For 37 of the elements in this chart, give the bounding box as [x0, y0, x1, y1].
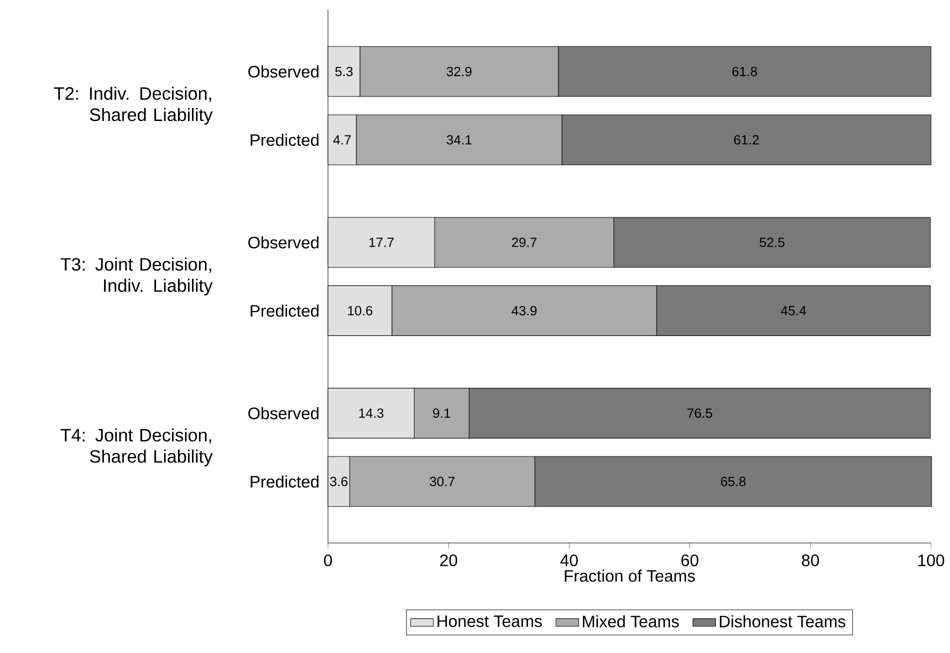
text: T3: Joint Decision, Indiv. Liability [60, 258, 213, 296]
data-label: 61.2 [734, 135, 759, 145]
legend-label: Mixed Teams [582, 615, 679, 628]
y-tick-label: Predicted [250, 475, 318, 488]
text: T2: Indiv. Decision, Shared Liability [54, 86, 213, 125]
data-label: 14.3 [359, 408, 384, 418]
data-label: 32.9 [446, 66, 472, 76]
y-tick-label: Predicted [250, 134, 318, 146]
data-label: 30.7 [430, 476, 455, 486]
data-label: 4.7 [333, 135, 351, 144]
data-label: 5.3 [335, 66, 353, 76]
legend-label: Honest Teams [438, 616, 542, 628]
y-tick-label: Observed [248, 407, 318, 420]
data-label: 45.4 [780, 306, 806, 316]
data-label: 9.1 [433, 408, 450, 418]
x-tick-label: 80 [802, 554, 819, 566]
x-tick-label: 40 [560, 554, 578, 566]
data-label: 17.7 [369, 238, 394, 247]
data-label: 52.5 [760, 238, 784, 248]
x-tick-label: 20 [440, 554, 458, 566]
x-tick-label: 60 [681, 554, 698, 566]
x-axis-title: Fraction of Teams [564, 570, 695, 582]
x-tick-label: 0 [324, 554, 332, 566]
data-label: 29.7 [512, 238, 537, 248]
data-label: 61.8 [732, 66, 758, 76]
legend-label: Dishonest Teams [720, 615, 846, 628]
y-tick-label: Observed [248, 65, 318, 78]
data-label: 3.6 [330, 476, 348, 486]
data-label: 43.9 [512, 306, 537, 316]
data-label: 10.6 [348, 306, 372, 316]
data-label: 76.5 [687, 408, 712, 418]
data-label: 34.1 [446, 135, 472, 145]
y-tick-label: Observed [248, 236, 318, 248]
data-label: 65.8 [720, 476, 746, 486]
x-tick-label: 100 [918, 554, 944, 566]
y-tick-label: Predicted [250, 304, 318, 317]
text: T4: Joint Decision, Shared Liability [60, 428, 213, 466]
